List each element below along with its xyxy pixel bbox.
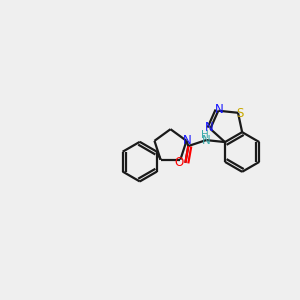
Text: O: O [175, 156, 184, 170]
Text: H: H [201, 130, 209, 140]
Text: N: N [205, 121, 214, 134]
Text: N: N [183, 134, 192, 147]
Text: N: N [215, 103, 224, 116]
Text: N: N [202, 134, 211, 147]
Text: S: S [236, 107, 244, 120]
